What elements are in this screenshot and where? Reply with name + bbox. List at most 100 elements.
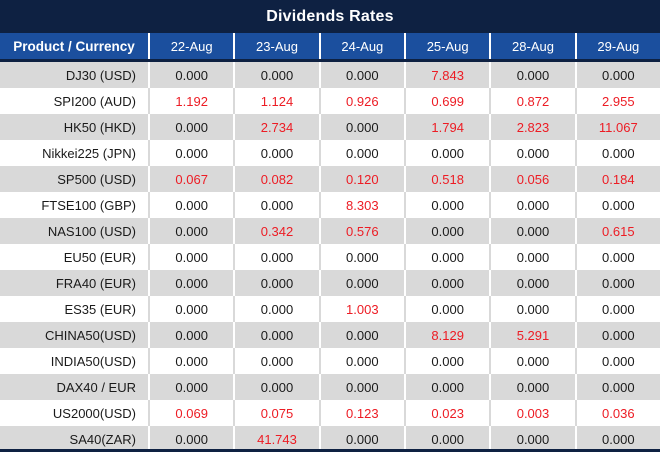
value-cell: 0.000 — [148, 348, 233, 374]
table-title: Dividends Rates — [0, 0, 660, 33]
value-cell: 0.000 — [404, 426, 489, 452]
value-cell: 0.000 — [404, 244, 489, 270]
value-cell: 0.576 — [318, 218, 404, 244]
value-cell: 0.000 — [489, 296, 574, 322]
date-header: 24-Aug — [318, 33, 404, 59]
bottom-border — [0, 449, 660, 452]
value-cell: 0.003 — [489, 400, 574, 426]
row-label: EU50 (EUR) — [63, 249, 136, 265]
value-cell: 0.000 — [233, 62, 318, 88]
date-header: 22-Aug — [148, 33, 233, 59]
value-cell: 0.000 — [233, 270, 318, 296]
row-label: FRA40 (EUR) — [55, 275, 136, 291]
value-cell: 0.000 — [233, 244, 318, 270]
value-cell: 0.872 — [489, 88, 574, 114]
value-cell: 1.003 — [318, 296, 404, 322]
value-cell: 0.000 — [574, 140, 660, 166]
value-cell: 2.955 — [574, 88, 660, 114]
table-row: DAX40 / EUR 0.000 0.000 0.000 0.000 0.000 0.0… — [0, 374, 660, 400]
table-row: Nikkei225 (JPN) 0.000 0.000 0.000 0.000 0.00… — [0, 140, 660, 166]
value-cell: 0.000 — [404, 270, 489, 296]
value-cell: 0.000 — [318, 348, 404, 374]
value-cell: 0.000 — [574, 374, 660, 400]
value-cell: 0.000 — [233, 322, 318, 348]
value-cell: 1.794 — [404, 114, 489, 140]
value-cell: 8.303 — [318, 192, 404, 218]
value-cell: 1.124 — [233, 88, 318, 114]
table-row: EU50 (EUR) 0.000 0.000 0.000 0.000 0.000 0.00… — [0, 244, 660, 270]
value-cell: 0.000 — [489, 62, 574, 88]
value-cell: 0.000 — [318, 322, 404, 348]
table-row: DJ30 (USD) 0.000 0.000 0.000 7.843 0.000 0.00… — [0, 62, 660, 88]
value-cell: 0.000 — [148, 140, 233, 166]
value-cell: 0.000 — [574, 348, 660, 374]
row-label: ES35 (EUR) — [64, 301, 136, 317]
row-label: SP500 (USD) — [57, 171, 136, 187]
value-cell: 0.518 — [404, 166, 489, 192]
value-cell: 0.000 — [233, 374, 318, 400]
table-row: US2000(USD) 0.069 0.075 0.123 0.023 0.003 0.0… — [0, 400, 660, 426]
row-label: SPI200 (AUD) — [53, 93, 136, 109]
value-cell: 0.000 — [404, 348, 489, 374]
value-cell: 0.000 — [233, 192, 318, 218]
row-label: SA40(ZAR) — [69, 431, 136, 447]
value-cell: 0.000 — [489, 218, 574, 244]
table-row: HK50 (HKD) 0.000 2.734 0.000 1.794 2.823 11.0… — [0, 114, 660, 140]
value-cell: 1.192 — [148, 88, 233, 114]
value-cell: 0.000 — [489, 192, 574, 218]
value-cell: 0.000 — [489, 270, 574, 296]
value-cell: 7.843 — [404, 62, 489, 88]
value-cell: 0.000 — [318, 114, 404, 140]
value-cell: 0.000 — [233, 296, 318, 322]
value-cell: 41.743 — [233, 426, 318, 452]
value-cell: 0.000 — [148, 218, 233, 244]
value-cell: 0.000 — [318, 140, 404, 166]
table-row: FRA40 (EUR) 0.000 0.000 0.000 0.000 0.000 0.0… — [0, 270, 660, 296]
row-label: CHINA50(USD) — [44, 327, 136, 343]
table-title-text: Dividends Rates — [266, 7, 394, 25]
table-row: FTSE100 (GBP) 0.000 0.000 8.303 0.000 0.000 0… — [0, 192, 660, 218]
value-cell: 0.000 — [404, 296, 489, 322]
value-cell: 0.000 — [318, 62, 404, 88]
value-cell: 0.000 — [148, 244, 233, 270]
value-cell: 0.699 — [404, 88, 489, 114]
table-row: NAS100 (USD) 0.000 0.342 0.576 0.000 0.000 0.… — [0, 218, 660, 244]
value-cell: 0.123 — [318, 400, 404, 426]
value-cell: 0.000 — [489, 348, 574, 374]
value-cell: 0.000 — [404, 140, 489, 166]
value-cell: 0.069 — [148, 400, 233, 426]
value-cell: 0.000 — [148, 322, 233, 348]
value-cell: 0.000 — [574, 270, 660, 296]
value-cell: 11.067 — [574, 114, 660, 140]
value-cell: 0.000 — [574, 192, 660, 218]
row-label: Nikkei225 (JPN) — [42, 145, 136, 161]
value-cell: 2.823 — [489, 114, 574, 140]
row-label: NAS100 (USD) — [47, 223, 136, 239]
value-cell: 0.000 — [574, 426, 660, 452]
value-cell: 0.036 — [574, 400, 660, 426]
table-row: INDIA50(USD) 0.000 0.000 0.000 0.000 0.000 0.… — [0, 348, 660, 374]
value-cell: 0.000 — [404, 192, 489, 218]
row-label: FTSE100 (GBP) — [41, 197, 136, 213]
value-cell: 0.000 — [148, 270, 233, 296]
value-cell: 0.000 — [148, 426, 233, 452]
date-header: 28-Aug — [489, 33, 574, 59]
value-cell: 8.129 — [404, 322, 489, 348]
value-cell: 0.926 — [318, 88, 404, 114]
value-cell: 0.000 — [148, 62, 233, 88]
value-cell: 0.000 — [233, 348, 318, 374]
header-row: Product / Currency 22-Aug 23-Aug 24-Aug 25-… — [0, 33, 660, 62]
date-header: 25-Aug — [404, 33, 489, 59]
row-label: HK50 (HKD) — [63, 119, 136, 135]
table-row: ES35 (EUR) 0.000 0.000 1.003 0.000 0.000 0.00… — [0, 296, 660, 322]
row-label: US2000(USD) — [52, 405, 136, 421]
value-cell: 0.000 — [318, 244, 404, 270]
value-cell: 0.615 — [574, 218, 660, 244]
value-cell: 0.184 — [574, 166, 660, 192]
date-header: 29-Aug — [574, 33, 660, 59]
value-cell: 0.000 — [233, 140, 318, 166]
value-cell: 0.000 — [489, 140, 574, 166]
value-cell: 0.000 — [318, 374, 404, 400]
table-body: DJ30 (USD) 0.000 0.000 0.000 7.843 0.000 0.00… — [0, 62, 660, 452]
